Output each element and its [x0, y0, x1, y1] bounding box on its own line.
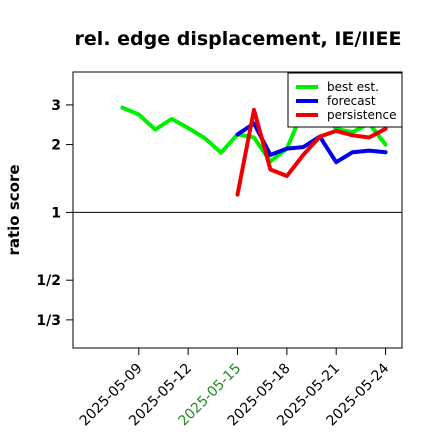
legend-label: best est. — [327, 80, 379, 94]
y-tick-label: 1 — [51, 205, 61, 221]
series-line-best-est — [120, 105, 388, 164]
y-tick-label: 1/2 — [36, 273, 61, 289]
legend-label: forecast — [327, 94, 376, 108]
y-tick-label: 2 — [51, 138, 61, 154]
y-axis-label: ratio score — [5, 164, 23, 255]
y-tick-label: 1/3 — [36, 313, 61, 329]
y-tick-label: 3 — [51, 98, 61, 114]
chart-title: rel. edge displacement, IE/IIEE — [75, 28, 402, 50]
series-lines — [120, 105, 388, 197]
series-line-persistence — [235, 107, 388, 197]
legend-label: persistence — [327, 108, 396, 122]
